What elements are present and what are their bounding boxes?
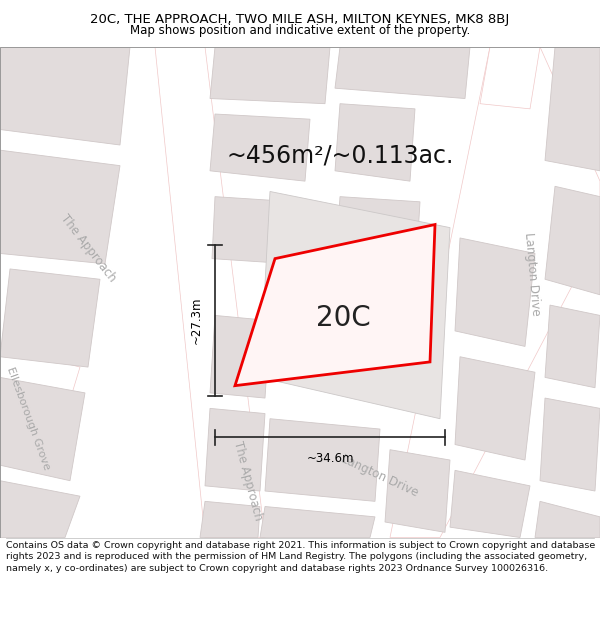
Polygon shape [0, 269, 100, 367]
Polygon shape [455, 238, 535, 346]
Polygon shape [200, 501, 260, 538]
Polygon shape [540, 398, 600, 491]
Polygon shape [0, 346, 80, 450]
Polygon shape [385, 450, 450, 532]
Text: Contains OS data © Crown copyright and database right 2021. This information is : Contains OS data © Crown copyright and d… [6, 541, 595, 573]
Polygon shape [210, 316, 270, 398]
Polygon shape [0, 378, 85, 481]
Text: Map shows position and indicative extent of the property.: Map shows position and indicative extent… [130, 24, 470, 36]
Text: The Approach: The Approach [58, 212, 118, 284]
Polygon shape [265, 419, 380, 501]
Polygon shape [235, 224, 435, 386]
Polygon shape [545, 47, 600, 171]
Text: Langton Drive: Langton Drive [522, 232, 542, 316]
Polygon shape [335, 197, 420, 284]
Polygon shape [260, 191, 450, 419]
Polygon shape [210, 47, 330, 104]
Text: 20C: 20C [316, 304, 371, 332]
Polygon shape [155, 47, 265, 538]
Polygon shape [390, 47, 600, 538]
Text: Langton Drive: Langton Drive [340, 452, 421, 499]
Polygon shape [545, 186, 600, 295]
Text: Ellesborough Grove: Ellesborough Grove [5, 366, 52, 472]
Polygon shape [0, 150, 120, 264]
Polygon shape [545, 305, 600, 388]
Polygon shape [535, 501, 600, 538]
Polygon shape [335, 104, 415, 181]
Polygon shape [480, 47, 540, 109]
Text: 20C, THE APPROACH, TWO MILE ASH, MILTON KEYNES, MK8 8BJ: 20C, THE APPROACH, TWO MILE ASH, MILTON … [91, 13, 509, 26]
Polygon shape [212, 197, 295, 264]
Text: ~456m²/~0.113ac.: ~456m²/~0.113ac. [226, 143, 454, 168]
Text: ~27.3m: ~27.3m [190, 297, 203, 344]
Polygon shape [450, 471, 530, 538]
Text: ~34.6m: ~34.6m [306, 452, 354, 465]
Text: The Approach: The Approach [231, 439, 265, 522]
Polygon shape [0, 481, 80, 538]
Polygon shape [335, 47, 470, 99]
Polygon shape [0, 47, 130, 145]
Polygon shape [260, 506, 375, 538]
Polygon shape [210, 114, 310, 181]
Polygon shape [205, 408, 265, 491]
Polygon shape [455, 357, 535, 460]
